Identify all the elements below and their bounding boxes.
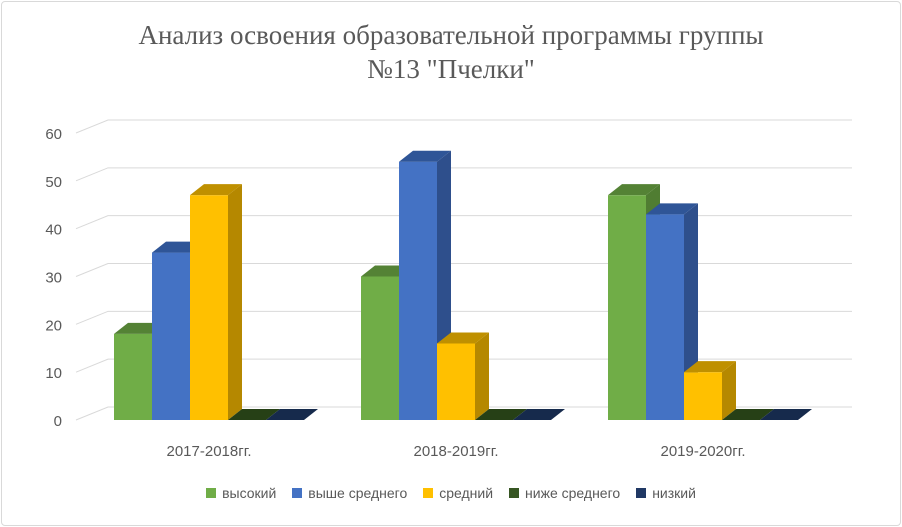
- gridlines: [75, 119, 852, 421]
- legend-swatch: [423, 488, 434, 498]
- gridline: [75, 263, 852, 277]
- gridline: [75, 406, 852, 421]
- chart-title-line-2: №13 "Пчелки": [367, 54, 535, 84]
- bar-top: [475, 409, 527, 420]
- legend-label: ниже среднего: [525, 485, 621, 501]
- x-axis-labels: 2017-2018гг. 2018-2019гг. 2019-2020гг.: [166, 443, 745, 460]
- legend-label: низкий: [652, 485, 696, 501]
- bar-top: [760, 409, 812, 420]
- legend-item: низкий: [636, 485, 696, 501]
- bars: [114, 150, 812, 420]
- x-category-label: 2019-2020гг.: [660, 443, 745, 460]
- bar-top: [608, 184, 660, 196]
- legend-swatch: [292, 488, 303, 498]
- bar-top: [266, 409, 318, 420]
- bar: [646, 203, 698, 420]
- bar-front: [114, 333, 152, 420]
- bar-front: [646, 214, 684, 420]
- chart-title: Анализ освоения образовательной программ…: [0, 18, 902, 86]
- y-axis-ticks: 0 10 20 30 40 50 60: [45, 126, 62, 430]
- bar-top: [228, 409, 280, 420]
- bar: [513, 409, 565, 420]
- legend-label: высокий: [222, 485, 277, 501]
- bar-top: [399, 150, 451, 162]
- bar-top: [190, 184, 242, 196]
- y-tick-label: 50: [45, 174, 62, 191]
- bar-side: [228, 184, 242, 420]
- chart-title-line-1: Анализ освоения образовательной программ…: [138, 20, 764, 50]
- bar-top: [437, 332, 489, 344]
- bar: [760, 409, 812, 420]
- bar-front: [608, 195, 646, 420]
- legend-swatch: [509, 488, 520, 498]
- bar: [684, 361, 736, 420]
- legend-label: средний: [439, 485, 494, 501]
- legend-swatch: [206, 488, 217, 498]
- bar-top: [646, 203, 698, 215]
- legend-swatch: [636, 488, 647, 498]
- legend-label: выше среднего: [308, 485, 408, 501]
- gridline: [75, 167, 852, 182]
- x-category-label: 2018-2019гг.: [413, 443, 498, 460]
- gridline: [75, 310, 852, 325]
- bar-top: [513, 409, 565, 420]
- legend-item: выше среднего: [292, 485, 407, 501]
- legend-item: средний: [423, 485, 493, 501]
- bar: [266, 409, 318, 420]
- bar-top: [684, 361, 736, 373]
- legend: высокий выше среднего средний ниже среднего…: [0, 485, 902, 501]
- legend-item: высокий: [206, 485, 276, 501]
- gridline: [75, 358, 852, 373]
- bar-front: [684, 372, 722, 420]
- bar-top: [722, 409, 774, 420]
- bar: [437, 332, 489, 420]
- gridline: [75, 119, 852, 134]
- bar-front: [190, 195, 228, 420]
- bar-front: [399, 161, 437, 420]
- y-tick-label: 20: [45, 317, 62, 334]
- y-tick-label: 0: [54, 413, 62, 430]
- gridline: [75, 215, 852, 230]
- y-tick-label: 40: [45, 222, 62, 239]
- y-tick-label: 60: [45, 126, 62, 143]
- bar-side: [722, 361, 736, 420]
- bar: [228, 409, 280, 420]
- bar-front: [152, 252, 190, 420]
- legend-item: ниже среднего: [509, 485, 620, 501]
- bar: [722, 409, 774, 420]
- y-tick-label: 30: [45, 270, 62, 287]
- bar-side: [475, 332, 489, 420]
- y-tick-label: 10: [45, 365, 62, 382]
- x-category-label: 2017-2018гг.: [166, 443, 251, 460]
- bar-front: [437, 343, 475, 420]
- bar: [475, 409, 527, 420]
- bar-front: [361, 276, 399, 420]
- bar: [190, 184, 242, 420]
